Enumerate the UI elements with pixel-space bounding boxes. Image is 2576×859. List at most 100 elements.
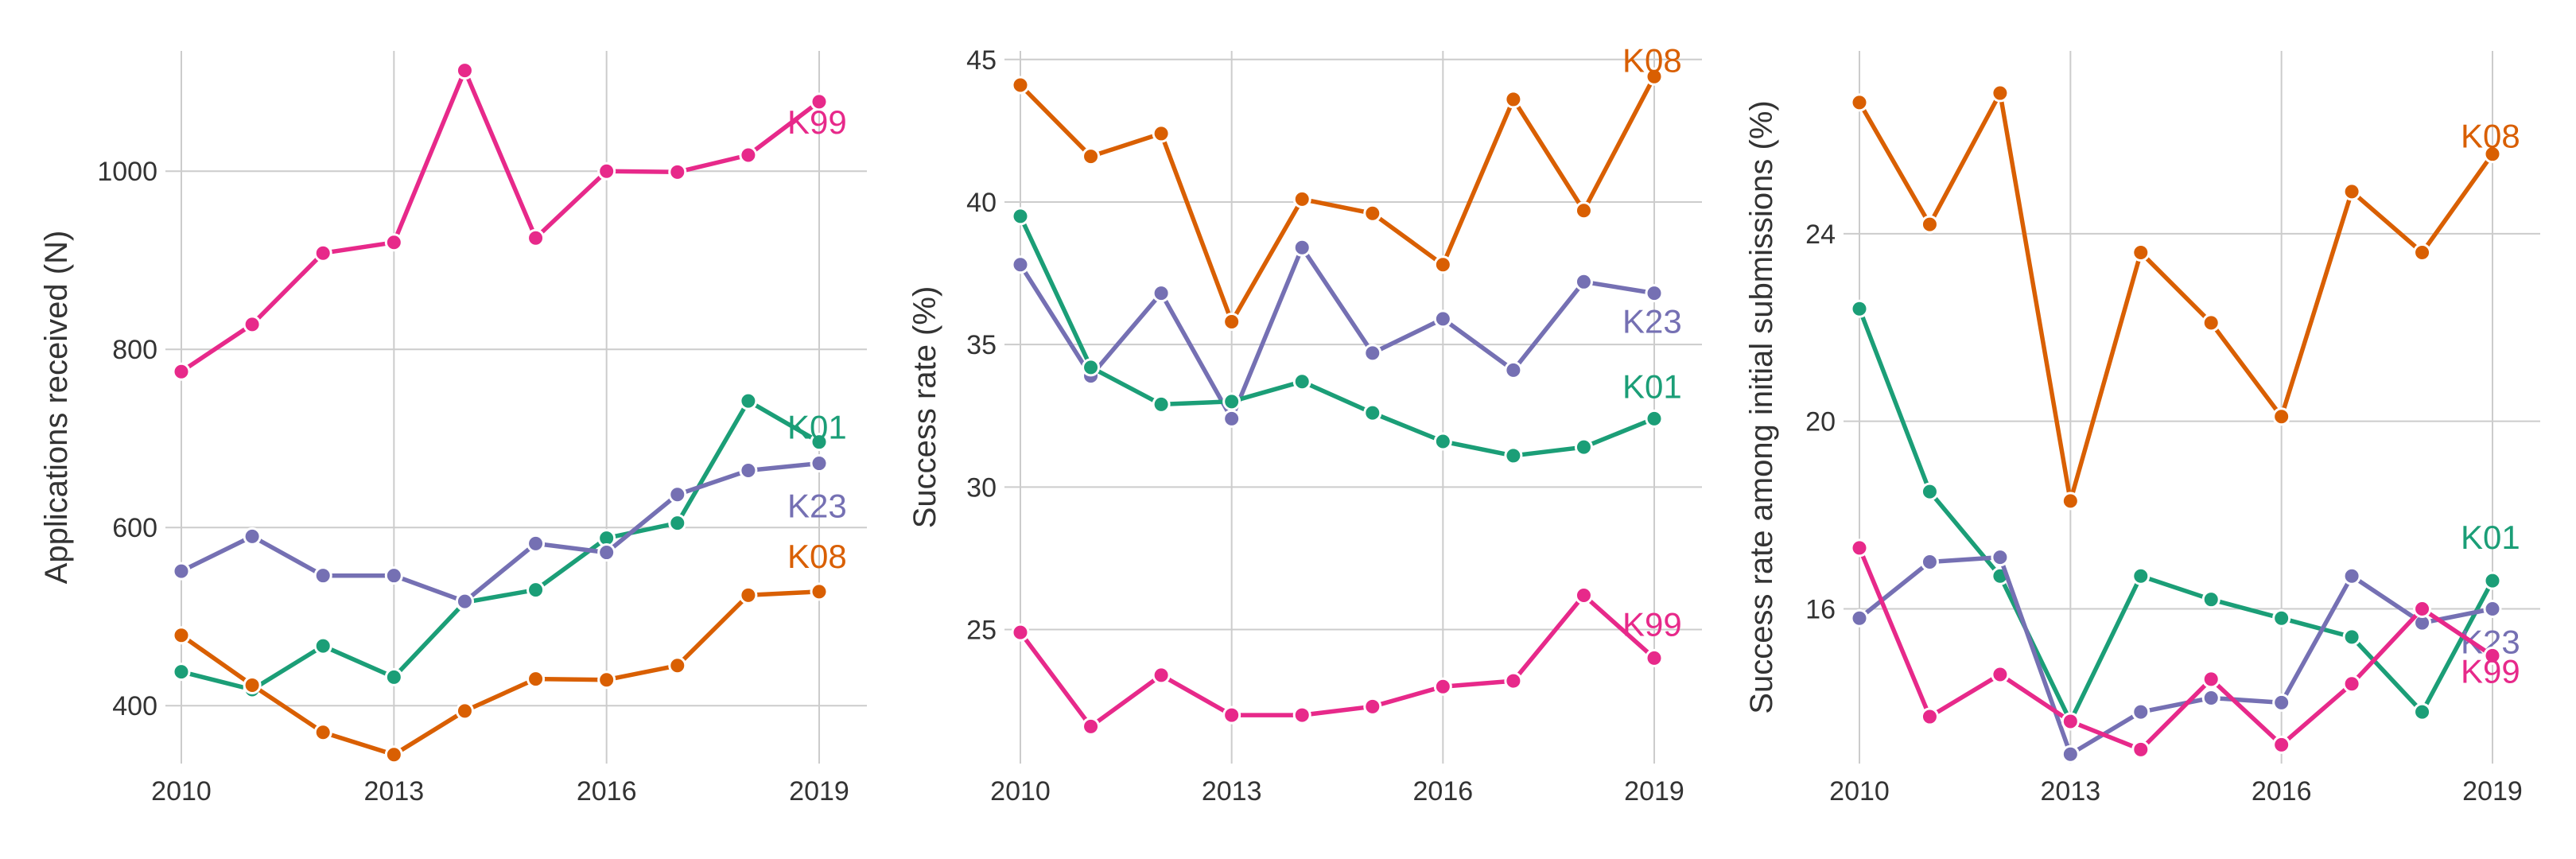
data-point: [739, 585, 758, 604]
y-tick-label: 30: [966, 472, 997, 503]
data-point: [172, 362, 191, 381]
x-tick-label: 2019: [789, 776, 849, 807]
data-point: [1292, 238, 1311, 257]
data-point: [2483, 145, 2502, 164]
data-point: [1292, 189, 1311, 208]
data-point: [2342, 182, 2361, 201]
series-k23: K23: [172, 454, 847, 611]
data-point: [1082, 717, 1101, 736]
data-point: [2061, 712, 2080, 731]
y-tick-label: 45: [966, 45, 997, 76]
series-line-k08: [1857, 91, 2495, 503]
data-point: [172, 562, 191, 581]
data-point: [2483, 599, 2502, 618]
data-point: [1504, 360, 1523, 379]
series-line-k01: [1857, 306, 2495, 724]
data-point: [2131, 702, 2151, 721]
data-point: [1433, 255, 1452, 274]
data-point: [384, 667, 403, 686]
y-tick-label: 20: [1805, 407, 1836, 437]
data-point: [1222, 392, 1241, 411]
y-axis-label: Applications received (N): [39, 231, 74, 585]
series-line-k23: [179, 461, 822, 604]
data-point: [172, 663, 191, 682]
data-point: [384, 566, 403, 585]
series-label-k99: K99: [2461, 652, 2520, 690]
y-tick-label: 800: [112, 335, 157, 365]
data-point: [1645, 284, 1664, 303]
data-point: [2272, 735, 2291, 754]
series-line-k08: [179, 589, 822, 757]
data-point: [739, 391, 758, 410]
data-point: [1222, 312, 1241, 331]
x-tick-label: 2016: [1413, 776, 1474, 807]
data-point: [1645, 409, 1664, 428]
data-point: [668, 656, 687, 675]
data-point: [1645, 648, 1664, 667]
data-point: [1082, 358, 1101, 377]
data-point: [1152, 124, 1171, 143]
data-point: [597, 161, 616, 181]
data-point: [1991, 548, 2010, 567]
data-point: [2061, 492, 2080, 511]
data-point: [1574, 201, 1593, 220]
series-k23: K23: [1850, 548, 2520, 764]
data-point: [668, 485, 687, 504]
series-k99: K99: [1011, 586, 1682, 736]
series-k08: K08: [1850, 84, 2520, 511]
series-label-k08: K08: [1622, 41, 1682, 79]
series-line-k99: [1857, 546, 2495, 752]
data-point: [1011, 207, 1030, 226]
y-tick-label: 16: [1805, 594, 1836, 624]
data-point: [313, 636, 332, 655]
data-point: [810, 92, 829, 111]
data-point: [1504, 671, 1523, 690]
data-point: [2413, 702, 2432, 721]
data-point: [243, 527, 262, 546]
data-point: [1363, 697, 1382, 716]
data-point: [2201, 590, 2220, 609]
data-point: [1920, 215, 1939, 234]
data-point: [1850, 538, 1869, 558]
series-line-k01: [1018, 214, 1657, 458]
chart-panel-1: 2010 2013 2016 2019 400 600 800 1000 Application…: [39, 51, 867, 807]
data-point: [1850, 608, 1869, 628]
data-point: [739, 146, 758, 165]
data-point: [2131, 740, 2151, 759]
y-tick-label: 1000: [97, 157, 157, 187]
series-label-k99: K99: [1622, 605, 1682, 643]
data-point: [2131, 566, 2151, 585]
series-k08: K08: [1011, 41, 1682, 331]
series-label-k01: K01: [787, 409, 847, 446]
x-tick-label: 2010: [151, 776, 212, 807]
x-tick-label: 2010: [1829, 776, 1890, 807]
data-point: [2413, 599, 2432, 618]
data-point: [455, 61, 474, 80]
data-point: [1991, 665, 2010, 684]
series-k01: K01: [172, 391, 847, 699]
data-point: [1433, 432, 1452, 451]
data-point: [1850, 93, 1869, 112]
data-point: [1920, 482, 1939, 501]
data-point: [526, 581, 546, 600]
data-point: [1082, 147, 1101, 166]
data-point: [1574, 272, 1593, 291]
series-k08: K08: [172, 538, 847, 764]
series-label-k01: K01: [1622, 367, 1682, 405]
data-point: [384, 745, 403, 764]
data-point: [1920, 707, 1939, 726]
x-tick-label: 2013: [364, 776, 425, 807]
y-tick-label: 25: [966, 616, 997, 646]
x-tick-label: 2013: [1202, 776, 1262, 807]
chart-panel-2: 2010 2013 2016 2019 25 30 35 40 45 Success rate (…: [907, 41, 1702, 807]
data-point: [1433, 309, 1452, 328]
series-label-k23: K23: [787, 488, 847, 525]
series-k99: K99: [1850, 538, 2520, 759]
data-point: [1645, 67, 1664, 86]
series-line-k23: [1857, 554, 2495, 756]
data-point: [2272, 407, 2291, 426]
x-tick-label: 2019: [2462, 776, 2523, 807]
series-k01: K01: [1011, 207, 1682, 465]
data-point: [2272, 608, 2291, 628]
data-point: [1504, 446, 1523, 465]
